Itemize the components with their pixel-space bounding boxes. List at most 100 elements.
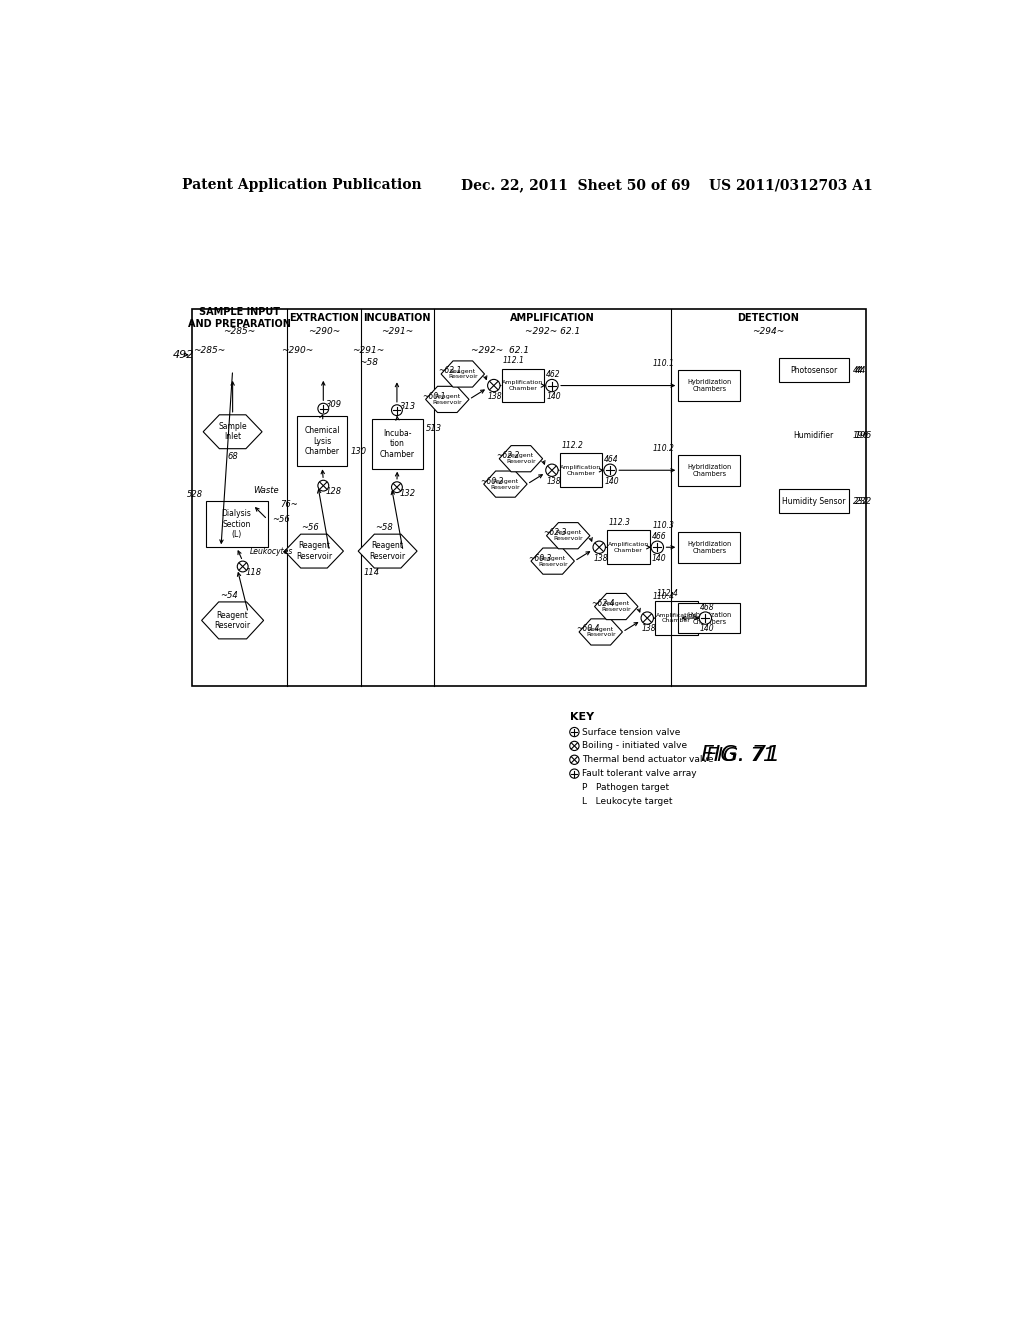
Circle shape xyxy=(391,405,402,416)
Text: 313: 313 xyxy=(399,401,416,411)
Text: ~56: ~56 xyxy=(272,515,290,524)
Text: Thermal bend actuator valve: Thermal bend actuator valve xyxy=(583,755,714,764)
Text: DETECTION: DETECTION xyxy=(737,313,799,323)
Bar xyxy=(607,531,649,564)
Text: 110.1: 110.1 xyxy=(652,359,675,368)
Text: 110.3: 110.3 xyxy=(652,521,675,531)
Bar xyxy=(779,488,849,513)
Polygon shape xyxy=(253,498,274,520)
Text: Reagent
Reservoir: Reagent Reservoir xyxy=(490,479,520,490)
Bar xyxy=(206,502,267,548)
Text: ~60.4: ~60.4 xyxy=(575,624,599,634)
Text: ~62.4: ~62.4 xyxy=(592,599,614,609)
Text: ~290~: ~290~ xyxy=(281,346,313,355)
Circle shape xyxy=(546,379,558,392)
Text: 44: 44 xyxy=(855,366,866,375)
Text: Sample
Inlet: Sample Inlet xyxy=(218,422,247,441)
Circle shape xyxy=(641,612,653,624)
Text: 464: 464 xyxy=(604,455,618,463)
Text: ~291~: ~291~ xyxy=(352,346,384,355)
Text: Amplification
Chamber: Amplification Chamber xyxy=(607,541,649,553)
Text: 68: 68 xyxy=(227,451,238,461)
Polygon shape xyxy=(426,387,469,412)
Bar xyxy=(191,309,866,686)
Bar xyxy=(779,358,849,383)
Text: Patent Application Publication: Patent Application Publication xyxy=(182,178,422,193)
Text: 140: 140 xyxy=(604,477,618,486)
Text: Dec. 22, 2011  Sheet 50 of 69: Dec. 22, 2011 Sheet 50 of 69 xyxy=(461,178,690,193)
Text: Reagent
Reservoir: Reagent Reservoir xyxy=(370,541,406,561)
Text: Incuba-
tion
Chamber: Incuba- tion Chamber xyxy=(380,429,415,458)
Text: 232: 232 xyxy=(855,496,872,506)
Text: L   Leukocyte target: L Leukocyte target xyxy=(583,797,673,805)
Text: 114: 114 xyxy=(365,568,380,577)
Text: P   Pathogen target: P Pathogen target xyxy=(583,783,670,792)
Text: Surface tension valve: Surface tension valve xyxy=(583,727,681,737)
Text: ~58: ~58 xyxy=(375,524,392,532)
Text: Reagent
Reservoir: Reagent Reservoir xyxy=(296,541,332,561)
Text: 110.4: 110.4 xyxy=(652,593,675,601)
Circle shape xyxy=(569,770,579,779)
Text: Reagent
Reservoir: Reagent Reservoir xyxy=(553,531,583,541)
Text: INCUBATION: INCUBATION xyxy=(364,313,431,323)
Text: ~294~: ~294~ xyxy=(752,327,784,337)
Text: ~60.1: ~60.1 xyxy=(423,392,445,401)
Text: 138: 138 xyxy=(594,553,608,562)
Text: 140: 140 xyxy=(546,392,561,401)
Text: Reagent
Reservoir: Reagent Reservoir xyxy=(506,453,536,465)
Bar xyxy=(678,455,740,486)
Text: 468: 468 xyxy=(699,603,714,611)
Text: 196: 196 xyxy=(855,432,872,440)
Text: Hybridization
Chambers: Hybridization Chambers xyxy=(687,379,731,392)
Text: SAMPLE INPUT
AND PREPARATION: SAMPLE INPUT AND PREPARATION xyxy=(187,308,291,329)
Text: 130: 130 xyxy=(350,447,367,455)
Circle shape xyxy=(593,541,605,553)
Polygon shape xyxy=(285,535,343,568)
Polygon shape xyxy=(547,523,590,549)
Bar xyxy=(655,601,697,635)
Text: ~62.1: ~62.1 xyxy=(438,367,462,375)
Text: Reagent
Reservoir: Reagent Reservoir xyxy=(601,601,631,612)
Polygon shape xyxy=(203,414,262,449)
Text: 112.2: 112.2 xyxy=(561,441,583,450)
Text: ~285~: ~285~ xyxy=(194,346,225,355)
Text: ~60.2: ~60.2 xyxy=(480,477,504,486)
Text: FIG. 71: FIG. 71 xyxy=(700,746,780,766)
Text: 112.1: 112.1 xyxy=(503,356,525,366)
Text: ~290~: ~290~ xyxy=(307,327,340,337)
Text: US 2011/0312703 A1: US 2011/0312703 A1 xyxy=(710,178,873,193)
Text: 44: 44 xyxy=(853,366,863,375)
Text: 110.2: 110.2 xyxy=(652,445,675,453)
Text: 76~: 76~ xyxy=(281,500,298,510)
Text: ~292~  62.1: ~292~ 62.1 xyxy=(471,346,529,355)
Polygon shape xyxy=(500,446,543,471)
Text: Fault tolerant valve array: Fault tolerant valve array xyxy=(583,770,696,777)
Bar xyxy=(678,370,740,401)
Circle shape xyxy=(699,612,712,624)
Text: AMPLIFICATION: AMPLIFICATION xyxy=(510,313,595,323)
Text: Reagent
Reservoir: Reagent Reservoir xyxy=(538,556,567,566)
Text: 513: 513 xyxy=(426,424,441,433)
Text: 528: 528 xyxy=(187,491,203,499)
Text: 138: 138 xyxy=(546,477,561,486)
Text: ~58: ~58 xyxy=(358,358,378,367)
Text: ~60.3: ~60.3 xyxy=(528,553,551,562)
Polygon shape xyxy=(358,535,417,568)
Polygon shape xyxy=(483,471,527,498)
Polygon shape xyxy=(202,602,263,639)
Text: Waste: Waste xyxy=(253,486,279,495)
Text: Dialysis
Section
(L): Dialysis Section (L) xyxy=(221,510,252,539)
Text: Reagent
Reservoir: Reagent Reservoir xyxy=(586,627,615,638)
Text: FIG. 71: FIG. 71 xyxy=(706,746,775,764)
Text: ~62.2: ~62.2 xyxy=(496,451,519,461)
Bar xyxy=(678,532,740,562)
Polygon shape xyxy=(531,548,574,574)
Text: 466: 466 xyxy=(651,532,667,541)
Text: Reagent
Reservoir: Reagent Reservoir xyxy=(447,368,477,379)
Circle shape xyxy=(569,755,579,764)
Text: 140: 140 xyxy=(651,553,667,562)
Text: 138: 138 xyxy=(641,624,656,634)
Text: 232: 232 xyxy=(853,496,868,506)
Bar xyxy=(297,416,347,466)
Text: ~62.3: ~62.3 xyxy=(544,528,566,537)
